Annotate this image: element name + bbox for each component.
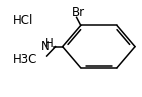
Text: N: N	[40, 40, 49, 53]
Text: H: H	[45, 37, 54, 50]
Text: Br: Br	[72, 6, 85, 19]
Text: H3C: H3C	[12, 53, 37, 66]
Text: HCl: HCl	[13, 14, 33, 27]
